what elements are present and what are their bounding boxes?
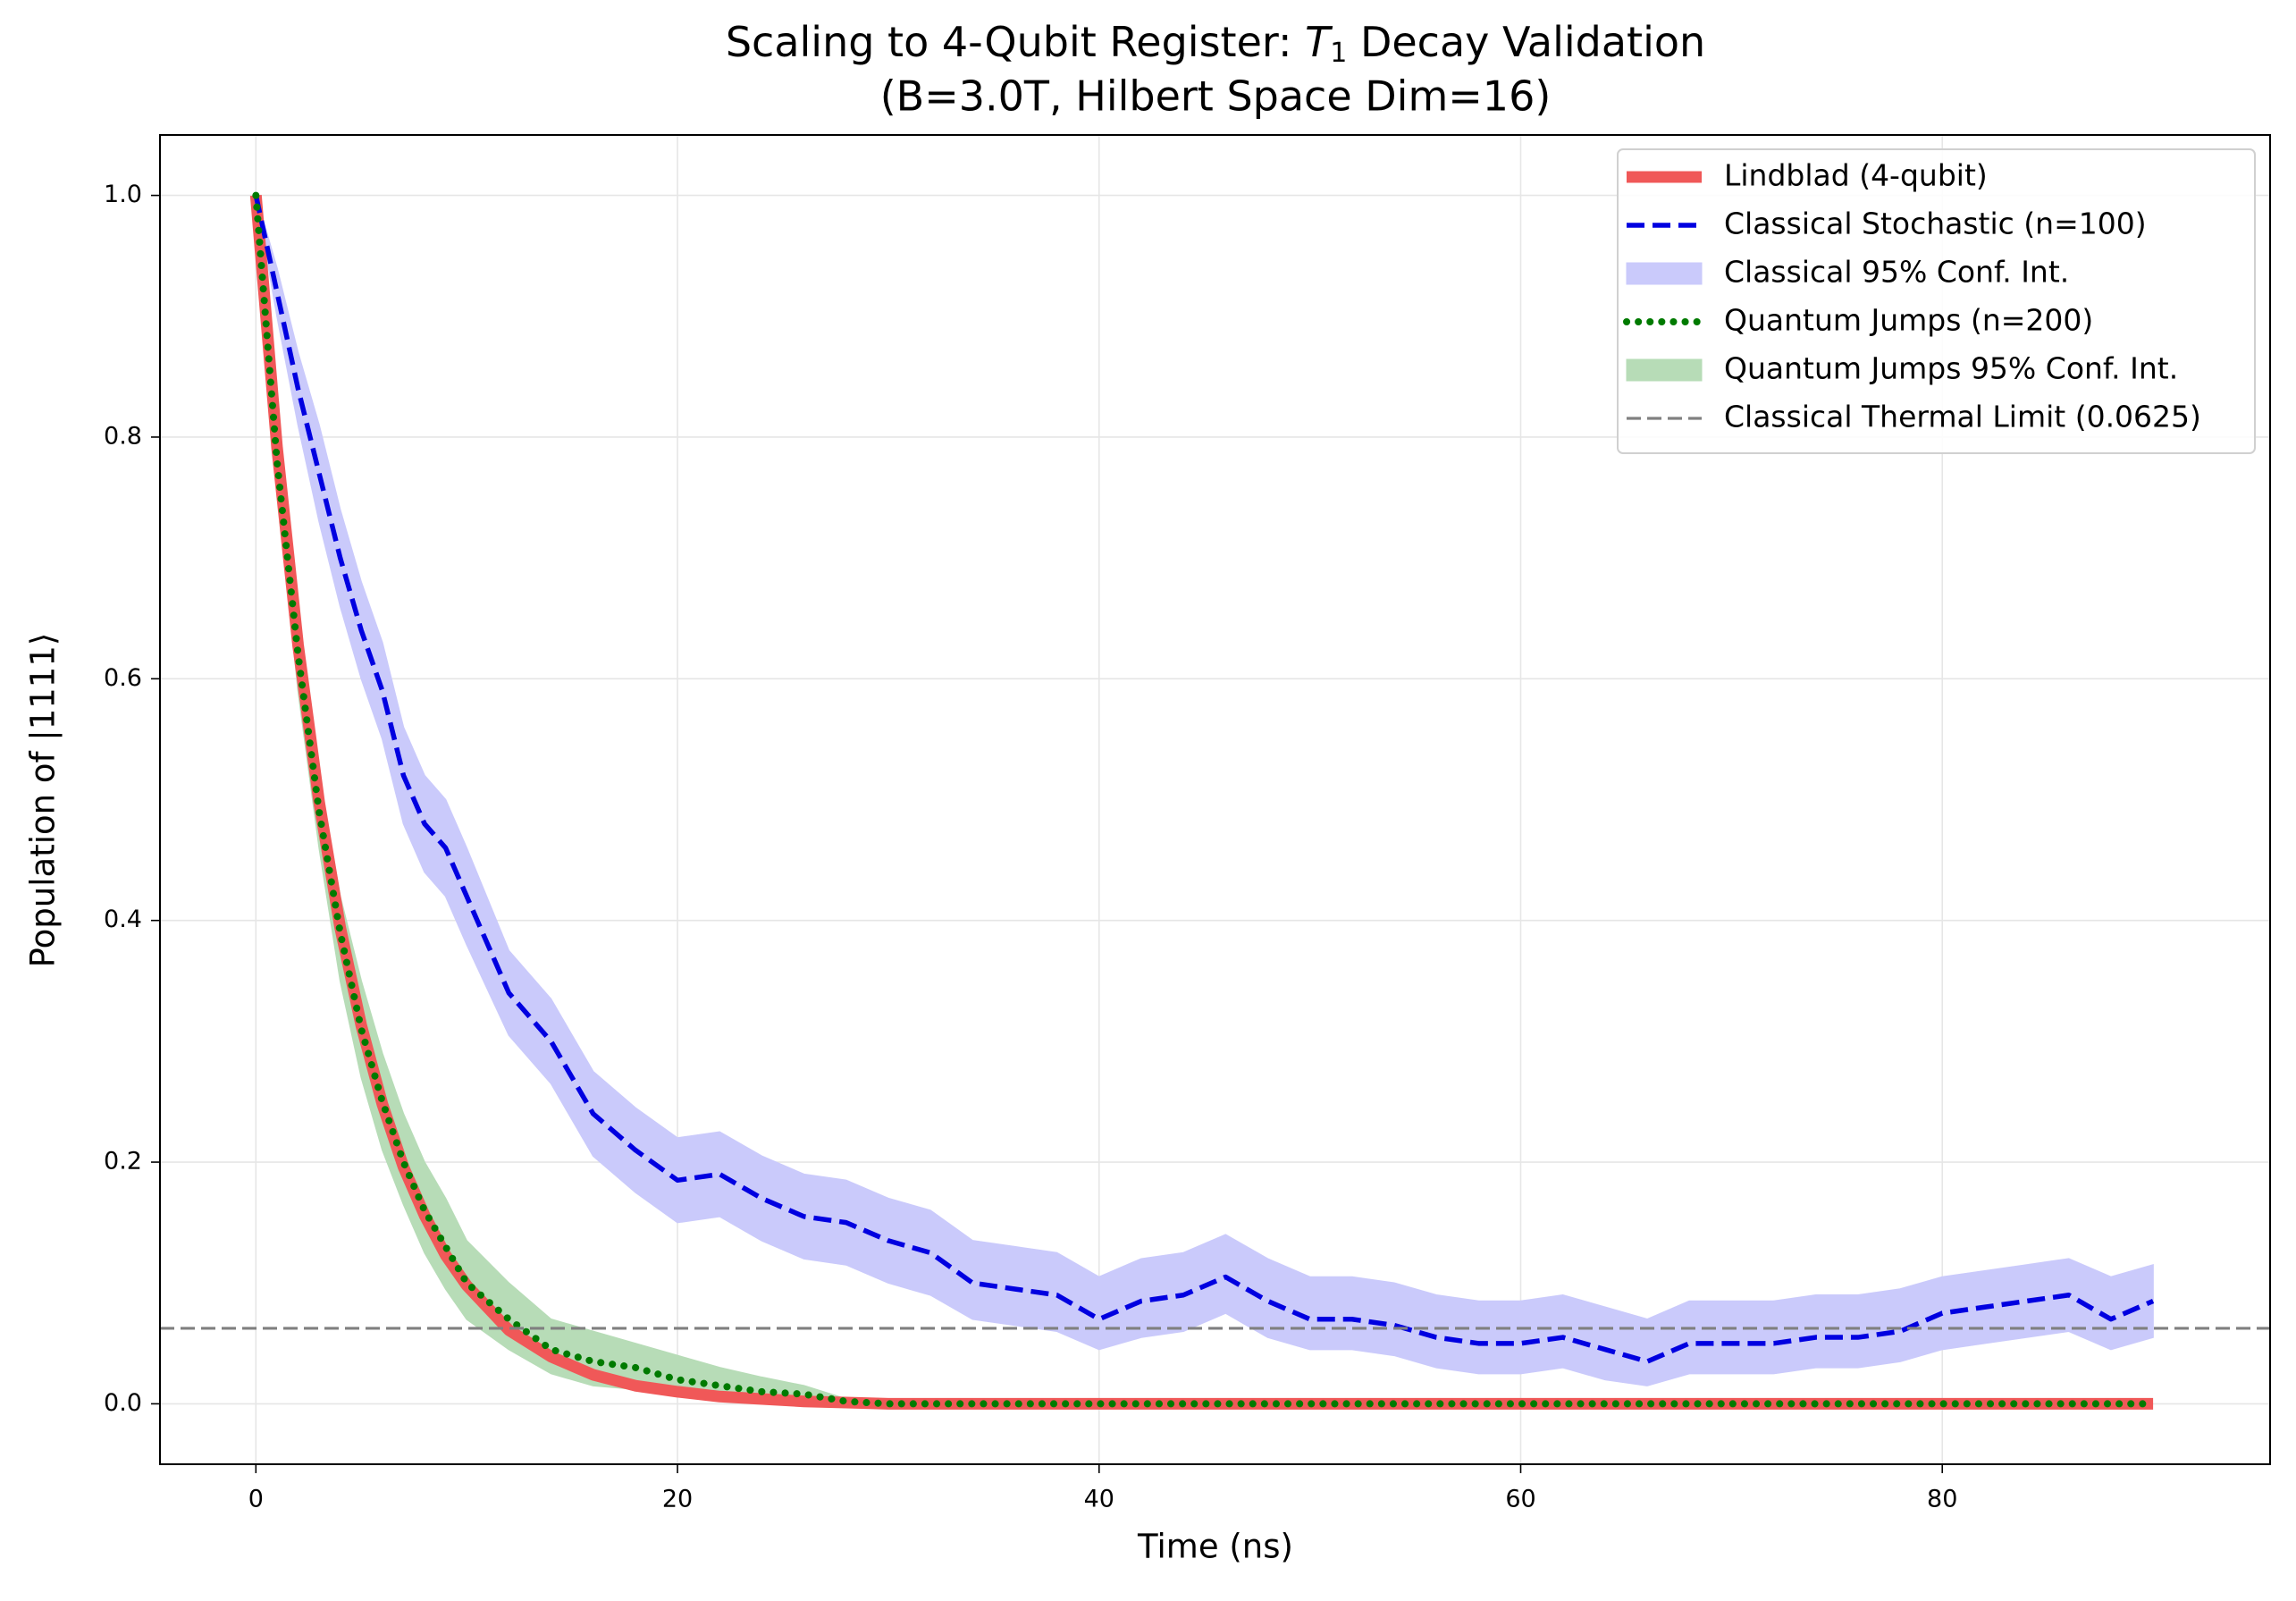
chart-subtitle: (B=3.0T, Hilbert Space Dim=16) bbox=[880, 72, 1552, 121]
x-tick-label: 40 bbox=[1084, 1486, 1114, 1513]
y-axis-label: Population of |1111⟩ bbox=[24, 633, 63, 968]
x-tick-label: 80 bbox=[1927, 1486, 1957, 1513]
legend-box bbox=[1617, 148, 2256, 454]
legend-label: Lindblad (4-qubit) bbox=[1724, 158, 1988, 193]
plot-area bbox=[160, 191, 2270, 1410]
series-line bbox=[252, 191, 2157, 1408]
y-tick-label: 0.8 bbox=[104, 422, 142, 450]
legend-swatch bbox=[1626, 262, 1703, 285]
x-tick-label: 0 bbox=[248, 1486, 264, 1513]
y-tick-label: 0.4 bbox=[104, 906, 142, 933]
y-tick-label: 0.6 bbox=[104, 664, 142, 692]
legend-swatch bbox=[1626, 358, 1703, 382]
series-line bbox=[253, 195, 2155, 1364]
x-tick-label: 60 bbox=[1505, 1486, 1535, 1513]
x-tick-label: 20 bbox=[662, 1486, 693, 1513]
legend-label: Classical Stochastic (n=100) bbox=[1724, 206, 2147, 241]
title-part: T bbox=[1305, 18, 1333, 66]
y-tick-label: 0.0 bbox=[104, 1389, 142, 1417]
y-tick-label: 0.2 bbox=[104, 1148, 142, 1175]
chart-title: Scaling to 4-Qubit Register: T1 Decay Va… bbox=[726, 18, 1705, 69]
y-tick-label: 1.0 bbox=[104, 181, 142, 208]
plot-frame bbox=[159, 134, 2271, 1465]
legend-label: Classical Thermal Limit (0.0625) bbox=[1724, 400, 2201, 434]
title-part: Decay Validation bbox=[1347, 18, 1705, 66]
legend-label: Quantum Jumps 95% Conf. Int. bbox=[1724, 351, 2178, 386]
legend-label: Quantum Jumps (n=200) bbox=[1724, 303, 2093, 338]
legend-label: Classical 95% Conf. Int. bbox=[1724, 255, 2069, 290]
x-axis-label: Time (ns) bbox=[1137, 1528, 1293, 1566]
title-part: 1 bbox=[1330, 38, 1347, 69]
title-part: Scaling to 4-Qubit Register: bbox=[726, 18, 1305, 66]
